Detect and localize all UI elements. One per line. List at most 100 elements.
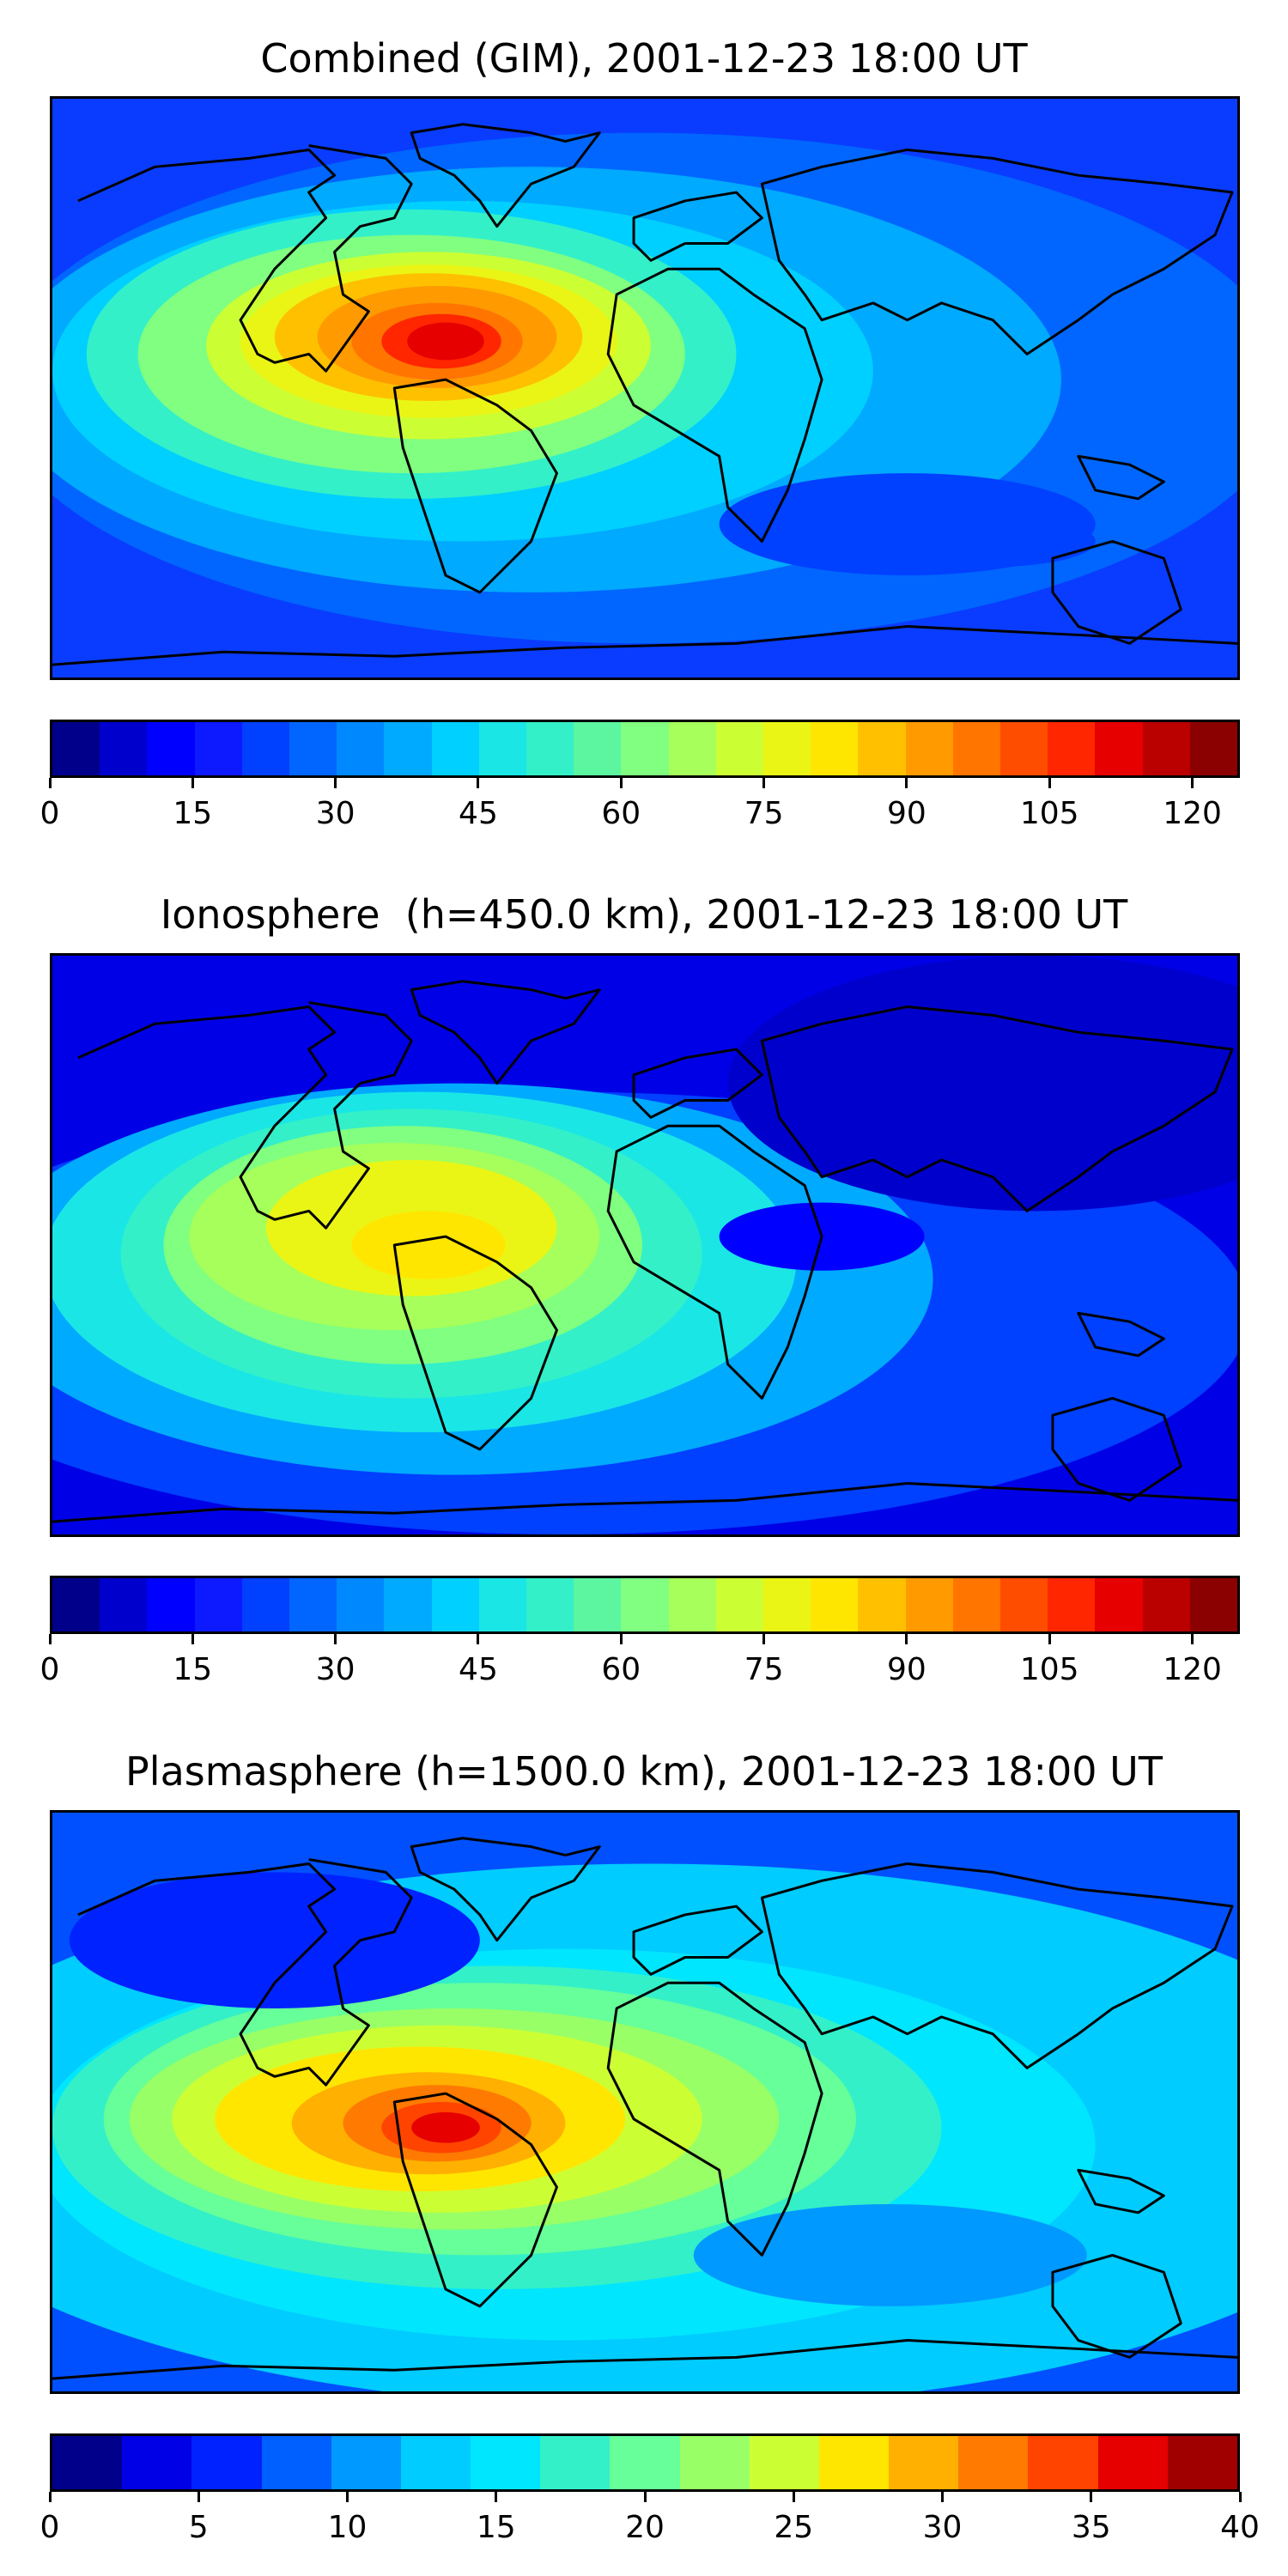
colorbar-segment [1095, 1578, 1143, 1631]
colorbar-segment [715, 722, 764, 775]
tec-contour-map [52, 1813, 1237, 2391]
colorbar-segment [679, 2436, 750, 2489]
tick-label: 60 [601, 796, 641, 831]
tick-mark [1048, 778, 1051, 788]
colorbar-plasmasphere [50, 2433, 1240, 2492]
colorbar-segment [1048, 722, 1096, 775]
tick-mark [792, 2492, 795, 2502]
colorbar-segment [905, 1578, 953, 1631]
coastline [392, 378, 558, 594]
tick-mark [619, 778, 623, 788]
colorbar-segment [337, 1578, 385, 1631]
colorbar-segment [1189, 722, 1238, 775]
contour-region [693, 2203, 1087, 2306]
tick-mark [346, 2492, 349, 2502]
coastline [1051, 1396, 1182, 1502]
colorbar-segment [289, 722, 337, 775]
colorbar-segment [1097, 2436, 1168, 2489]
coastline [1077, 2168, 1165, 2215]
colorbar-segment [1189, 1578, 1238, 1631]
coastline [632, 1905, 763, 1976]
colorbar-segment [1028, 2436, 1098, 2489]
colorbar-segment [147, 1578, 195, 1631]
colorbar-ticks-combined: 0 15 30 45 60 75 90 105 120 [40, 778, 1240, 831]
colorbar-segment [478, 722, 527, 775]
colorbar-segment [478, 1578, 527, 1631]
contour-region [411, 2111, 480, 2143]
colorbar-segment [858, 1578, 906, 1631]
colorbar-segment [431, 722, 479, 775]
tec-contour-map [52, 99, 1237, 677]
tick-label: 30 [922, 2510, 963, 2545]
tick-label: 60 [601, 1652, 641, 1687]
tick-label: 30 [315, 796, 355, 831]
colorbar-segment [526, 1578, 574, 1631]
colorbar-segment [1000, 1578, 1048, 1631]
colorbar-segment [811, 722, 859, 775]
tick-label: 15 [173, 1652, 213, 1687]
tick-label: 90 [887, 796, 927, 831]
colorbar-segment [749, 2436, 819, 2489]
colorbar-segment [331, 2436, 401, 2489]
colorbar-segment [952, 722, 1001, 775]
colorbar-segment [889, 2436, 959, 2489]
coastline [606, 267, 823, 543]
tick-mark [643, 2492, 647, 2502]
colorbar-segment [384, 1578, 432, 1631]
colorbar-segment [471, 2436, 541, 2489]
tick-mark [1090, 2492, 1093, 2502]
tick-label: 35 [1071, 2510, 1111, 2545]
colorbar-segment [1167, 2436, 1237, 2489]
coastline [410, 980, 601, 1085]
tick-label: 105 [1019, 1652, 1079, 1687]
coastline [1077, 454, 1165, 501]
coastline [632, 191, 763, 262]
colorbar-segment [610, 2436, 680, 2489]
tick-mark [191, 778, 194, 788]
colorbar-segment [241, 1578, 290, 1631]
colorbar-segment [100, 722, 148, 775]
tick-label: 105 [1019, 796, 1079, 831]
colorbar-segment [715, 1578, 764, 1631]
coastline [392, 1235, 558, 1451]
colorbar-ticks-ionosphere: 0 15 30 45 60 75 90 105 120 [40, 1634, 1240, 1687]
coastline [410, 123, 601, 228]
coastline [1077, 1311, 1165, 1358]
coastline [606, 1981, 823, 2257]
colorbar-segment [52, 2436, 123, 2489]
colorbar-segment [668, 722, 716, 775]
tick-label: 15 [476, 2510, 516, 2545]
coastline [632, 1048, 763, 1119]
tick-label: 0 [39, 796, 60, 831]
tick-mark [48, 1634, 52, 1644]
tick-label: 45 [459, 1652, 498, 1687]
contour-region [727, 956, 1237, 1212]
tick-mark [334, 778, 337, 788]
tick-mark [941, 2492, 944, 2502]
tick-mark [48, 2492, 52, 2502]
tick-mark [1191, 1634, 1194, 1644]
colorbar-segment [191, 2436, 262, 2489]
colorbar-segment [52, 1578, 100, 1631]
tick-label: 90 [887, 1652, 927, 1687]
colorbar-segment [763, 722, 811, 775]
coastline [52, 625, 1237, 666]
colorbar-segment [289, 1578, 337, 1631]
colorbar-segment [958, 2436, 1029, 2489]
colorbar-segment [384, 722, 432, 775]
coastline [760, 148, 1234, 355]
colorbar-segment [540, 2436, 611, 2489]
coastline [760, 1005, 1234, 1212]
colorbar-segment [147, 722, 195, 775]
panel-title-plasmasphere: Plasmasphere (h=1500.0 km), 2001-12-23 1… [125, 1748, 1163, 1795]
tick-mark [905, 778, 908, 788]
tick-label: 0 [39, 2510, 60, 2545]
colorbar-segment [818, 2436, 890, 2489]
colorbar-segment [194, 722, 242, 775]
tick-mark [477, 778, 480, 788]
colorbar-segment [621, 722, 669, 775]
colorbar-segment [1142, 1578, 1190, 1631]
tick-label: 120 [1163, 796, 1222, 831]
tick-mark [1048, 1634, 1051, 1644]
coastline [410, 1837, 601, 1942]
